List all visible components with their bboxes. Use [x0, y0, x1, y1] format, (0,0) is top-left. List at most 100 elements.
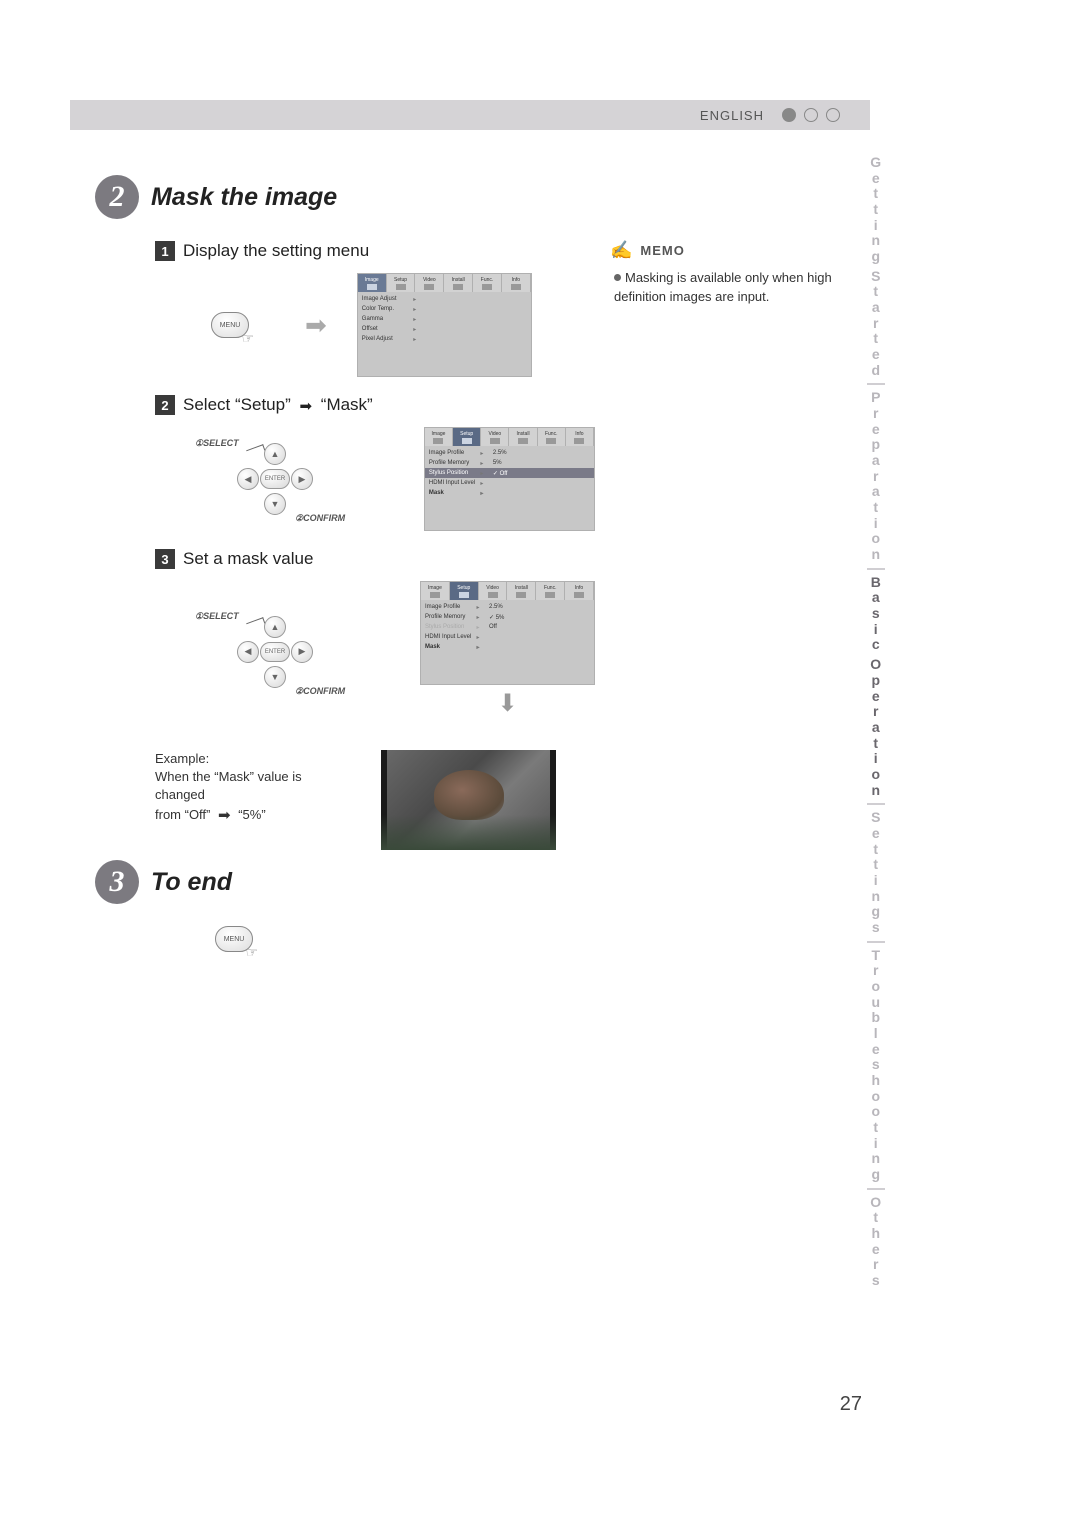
- left-button-icon: ◀: [237, 468, 259, 490]
- up-button-icon: ▲: [264, 443, 286, 465]
- osd-tab: Video: [415, 274, 444, 292]
- step-num-3: 3: [155, 549, 175, 569]
- osd-tab: Setup: [450, 582, 479, 600]
- section-3: 3 To end MENU ☞: [95, 860, 253, 952]
- osd-tab: Video: [479, 582, 508, 600]
- side-tabs: GettingStarted Preparation BasicOperation S…: [867, 155, 885, 1289]
- osd-row: HDMI Input Level▸: [421, 632, 594, 642]
- osd-panel-2: ImageSetupVideoInstallFunc.Info Image Pro…: [424, 427, 595, 531]
- osd-tab: Setup: [453, 428, 481, 446]
- lang-dot-1: [782, 108, 796, 122]
- side-tab: Troubleshooting: [867, 948, 885, 1183]
- osd-row: Stylus Position▸Off: [421, 622, 594, 632]
- controller-diagram-2: ①SELECT ▲ ◀ ENTER ▶ ▼ ②CONFIRM: [185, 612, 315, 692]
- osd-tab: Video: [481, 428, 509, 446]
- osd-tab: Func.: [538, 428, 566, 446]
- osd-panel-1: ImageSetupVideoInstallFunc.Info Image Adj…: [357, 273, 532, 377]
- lang-dot-2: [804, 108, 818, 122]
- step-text-3: Set a mask value: [183, 549, 313, 569]
- side-tab: Preparation: [867, 390, 885, 562]
- osd-tab: Info: [502, 274, 531, 292]
- menu-button-icon-2: MENU ☞: [215, 926, 253, 952]
- section-title-3: To end: [151, 868, 232, 897]
- side-tab: GettingStarted: [867, 155, 885, 378]
- confirm-label: ②CONFIRM: [295, 513, 345, 524]
- step-text-1: Display the setting menu: [183, 241, 369, 261]
- osd-tab: Image: [358, 274, 387, 292]
- example-image: [381, 750, 556, 850]
- osd-row: Image Profile▸2.5%: [421, 602, 594, 612]
- osd-row: Stylus Position▸✓ Off: [425, 468, 594, 478]
- confirm-label-2: ②CONFIRM: [295, 686, 345, 697]
- arrow-right-icon: ➡: [299, 398, 312, 415]
- memo-box: ✍ MEMO Masking is available only when hi…: [610, 240, 850, 307]
- example-block: Example: When the “Mask” value is change…: [155, 750, 595, 850]
- osd-tab: Func.: [536, 582, 565, 600]
- select-label: ①SELECT: [195, 438, 239, 449]
- down-button-icon: ▼: [264, 666, 286, 688]
- menu-button-label: MENU: [220, 322, 241, 329]
- step-num-1: 1: [155, 241, 175, 261]
- osd-row: Profile Memory▸5%: [425, 458, 594, 468]
- section-number-2: 2: [95, 175, 139, 219]
- bullet-icon: [614, 274, 621, 281]
- memo-icon: ✍: [610, 240, 632, 261]
- example-line2: from “Off” ➡ “5%”: [155, 805, 355, 826]
- up-button-icon: ▲: [264, 616, 286, 638]
- page-number: 27: [840, 1393, 862, 1416]
- step-num-2: 2: [155, 395, 175, 415]
- manual-page: ENGLISH GettingStarted Preparation BasicOp…: [0, 0, 1080, 1516]
- side-tab: BasicOperation: [867, 575, 885, 798]
- enter-button-icon: ENTER: [260, 469, 290, 489]
- menu-button-label-2: MENU: [224, 936, 245, 943]
- osd-tab: Install: [507, 582, 536, 600]
- example-text: Example: When the “Mask” value is change…: [155, 750, 355, 826]
- osd-tab: Image: [421, 582, 450, 600]
- osd-tab: Info: [566, 428, 594, 446]
- osd-row: Color Temp.▸: [358, 304, 531, 314]
- memo-title: MEMO: [640, 243, 684, 258]
- section-title-2: Mask the image: [151, 183, 337, 212]
- left-button-icon: ◀: [237, 641, 259, 663]
- down-arrow-icon: ⬇: [420, 689, 595, 718]
- osd-tab: Image: [425, 428, 453, 446]
- side-tab: Settings: [867, 810, 885, 935]
- arrow-right-icon: ➡: [218, 807, 231, 824]
- right-button-icon: ▶: [291, 641, 313, 663]
- finger-icon: ☞: [241, 330, 254, 347]
- section-2: 2 Mask the image 1 Display the setting m…: [95, 175, 595, 850]
- right-button-icon: ▶: [291, 468, 313, 490]
- step-1: 1 Display the setting menu MENU ☞ ➡ Imag…: [155, 241, 595, 377]
- section-number-3: 3: [95, 860, 139, 904]
- down-button-icon: ▼: [264, 493, 286, 515]
- select-label-2: ①SELECT: [195, 611, 239, 622]
- controller-diagram-1: ①SELECT ▲ ◀ ENTER ▶ ▼ ②CONFIRM: [185, 439, 315, 519]
- osd-tab: Info: [565, 582, 594, 600]
- section-2-head: 2 Mask the image: [95, 175, 595, 219]
- arrow-icon: ➡: [305, 310, 327, 341]
- osd-row: Mask▸: [425, 488, 594, 498]
- enter-button-icon: ENTER: [260, 642, 290, 662]
- step-2: 2 Select “Setup” ➡ “Mask” ①SELECT ▲ ◀ EN…: [155, 395, 595, 531]
- step-3: 3 Set a mask value ①SELECT ▲ ◀ ENTER ▶ ▼…: [155, 549, 595, 722]
- osd-row: Image Profile▸2.5%: [425, 448, 594, 458]
- osd-row: Mask▸: [421, 642, 594, 652]
- osd-tab: Install: [444, 274, 473, 292]
- osd-row: Offset▸: [358, 324, 531, 334]
- osd-row: Pixel Adjust▸: [358, 334, 531, 344]
- step-text-2: Select “Setup” ➡ “Mask”: [183, 395, 373, 415]
- osd-row: Gamma▸: [358, 314, 531, 324]
- osd-tab: Setup: [387, 274, 416, 292]
- osd-tab: Install: [509, 428, 537, 446]
- language-label: ENGLISH: [700, 108, 764, 123]
- side-tab: Others: [867, 1195, 885, 1289]
- osd-tab: Func.: [473, 274, 502, 292]
- memo-text: Masking is available only when high defi…: [610, 269, 850, 307]
- osd-row: HDMI Input Level▸: [425, 478, 594, 488]
- osd-row: Image Adjust▸: [358, 294, 531, 304]
- menu-button-icon: MENU ☞: [211, 312, 249, 338]
- example-label: Example:: [155, 750, 355, 768]
- lang-dot-3: [826, 108, 840, 122]
- osd-arrow-group: ImageSetupVideoInstallFunc.Info Image Pro…: [420, 581, 595, 722]
- osd-row: Profile Memory▸✓ 5%: [421, 612, 594, 622]
